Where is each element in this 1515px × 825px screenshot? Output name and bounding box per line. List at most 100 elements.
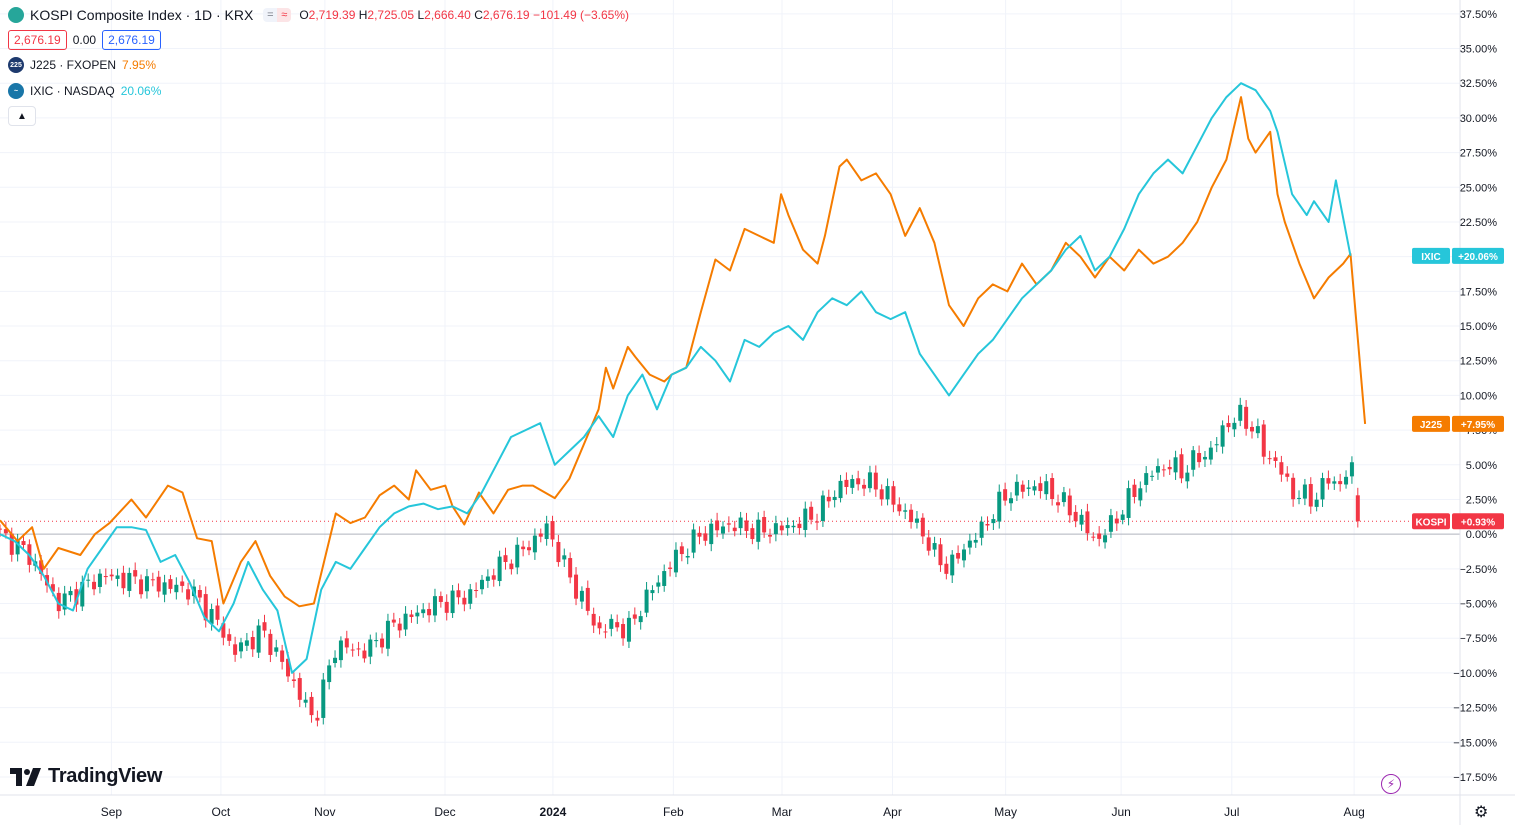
kospi-candle xyxy=(479,574,484,595)
y-tick-label: 10.00% xyxy=(1460,390,1498,402)
equals-icon[interactable]: = xyxy=(267,9,274,21)
kospi-candle xyxy=(92,574,97,596)
gear-icon[interactable]: ⚙ xyxy=(1474,804,1489,821)
kospi-candle xyxy=(303,692,308,708)
candle-body xyxy=(362,650,367,659)
kospi-candle xyxy=(685,548,690,565)
symbol-title[interactable]: KOSPI Composite Index · 1D · KRX xyxy=(30,7,254,23)
candle-body xyxy=(315,717,320,721)
candle-body xyxy=(820,495,825,522)
series-line-ixic[interactable] xyxy=(0,82,1352,674)
kospi-candle xyxy=(280,644,285,670)
badge-value-bg xyxy=(1452,415,1504,432)
candle-body xyxy=(209,608,214,624)
kospi-candle xyxy=(427,602,432,623)
kospi-candle xyxy=(1161,464,1166,477)
candle-body xyxy=(380,638,385,648)
kospi-candle xyxy=(1138,481,1143,507)
compare-symbol-ixic: IXIC · NASDAQ xyxy=(30,84,115,98)
bid-price-button[interactable]: 2,676.19 xyxy=(8,30,67,50)
wave-icon[interactable]: ≈ xyxy=(277,8,292,22)
kospi-candle xyxy=(1202,451,1207,468)
kospi-candle xyxy=(632,607,637,625)
change-value: −101.49 (−3.65%) xyxy=(532,8,630,22)
kospi-candle xyxy=(1279,455,1284,482)
kospi-candle xyxy=(1026,480,1031,497)
candle-body xyxy=(1050,478,1055,499)
kospi-candle xyxy=(491,568,496,587)
kospi-candle xyxy=(568,552,573,584)
kospi-candle xyxy=(832,490,837,508)
candle-body xyxy=(450,590,455,614)
candle-body xyxy=(415,612,420,617)
candle-body xyxy=(1326,478,1331,484)
kospi-candle xyxy=(1132,479,1137,504)
candle-body xyxy=(1114,518,1119,524)
candle-body xyxy=(444,601,449,613)
candle-body xyxy=(838,480,843,499)
candle-body xyxy=(574,574,579,599)
candle-body xyxy=(867,472,872,489)
y-tick-label: −12.50% xyxy=(1453,703,1497,715)
candle-body xyxy=(644,589,649,613)
ask-price-button[interactable]: 2,676.19 xyxy=(102,30,161,50)
kospi-candle xyxy=(691,523,696,559)
kospi-candle xyxy=(1097,526,1102,547)
kospi-candle xyxy=(1050,473,1055,506)
kospi-candle xyxy=(762,510,767,538)
compare-toggle[interactable]: = ≈ xyxy=(263,8,292,22)
kospi-candle xyxy=(1255,418,1260,439)
y-tick-label: −5.00% xyxy=(1459,599,1497,611)
x-tick-label: Apr xyxy=(883,805,902,819)
candle-body xyxy=(1132,484,1137,498)
candle-body xyxy=(215,605,220,620)
candle-body xyxy=(920,517,925,537)
candle-body xyxy=(1038,483,1043,492)
lightning-icon[interactable]: ⚡ xyxy=(1381,774,1401,794)
kospi-candle xyxy=(791,520,796,533)
series-line-j225[interactable] xyxy=(0,96,1367,608)
kospi-candle xyxy=(885,478,890,506)
nasdaq-icon: ~ xyxy=(8,83,24,99)
y-axis[interactable]: 37.50% 35.00% 32.50% 30.00% 27.50% 25.00% 22.5… xyxy=(1453,0,1497,825)
candle-body xyxy=(127,572,132,591)
kospi-candle xyxy=(133,562,138,584)
kospi-candle xyxy=(515,537,520,575)
tradingview-logo[interactable]: TradingView xyxy=(10,765,162,788)
last-value-badge-ixic: IXIC +20.06% xyxy=(1412,247,1504,264)
kospi-candle xyxy=(180,575,185,593)
kospi-candle xyxy=(262,614,267,638)
candle-body xyxy=(738,517,743,529)
compare-row-j225[interactable]: 225 J225 · FXOPEN 7.95% xyxy=(8,54,629,76)
kospi-candle xyxy=(1114,511,1119,531)
candle-body xyxy=(832,496,837,501)
y-tick-label: 0.00% xyxy=(1466,529,1497,541)
zero-baseline xyxy=(0,520,1460,535)
kospi-candle xyxy=(186,582,191,606)
kospi-candle xyxy=(309,692,314,723)
kospi-candle xyxy=(256,619,261,658)
y-tick-label: −7.50% xyxy=(1459,633,1497,645)
kospi-candle xyxy=(268,629,273,663)
collapse-legend-button[interactable]: ▲ xyxy=(8,106,36,126)
kospi-candle xyxy=(720,521,725,539)
badge-value-bg xyxy=(1452,513,1504,530)
candle-body xyxy=(603,631,608,633)
badge-name-bg xyxy=(1412,415,1450,432)
candle-body xyxy=(286,658,291,677)
kospi-candle xyxy=(1238,397,1243,427)
candle-body xyxy=(156,576,161,592)
kospi-candle xyxy=(938,538,943,572)
candle-body xyxy=(238,642,243,652)
kospi-candle xyxy=(150,572,155,587)
compare-row-ixic[interactable]: ~ IXIC · NASDAQ 20.06% xyxy=(8,80,629,102)
kospi-candle xyxy=(468,583,473,610)
candle-body xyxy=(139,579,144,595)
candle-body xyxy=(826,496,831,502)
x-axis[interactable]: Sep Oct Nov Dec 2024 Feb Mar Apr May Jun Jul Aug xyxy=(0,794,1515,819)
japan-flag-icon: 225 xyxy=(8,57,24,73)
kospi-candle xyxy=(903,503,908,520)
kospi-candle xyxy=(1320,472,1325,507)
x-tick-label: Mar xyxy=(772,805,793,819)
